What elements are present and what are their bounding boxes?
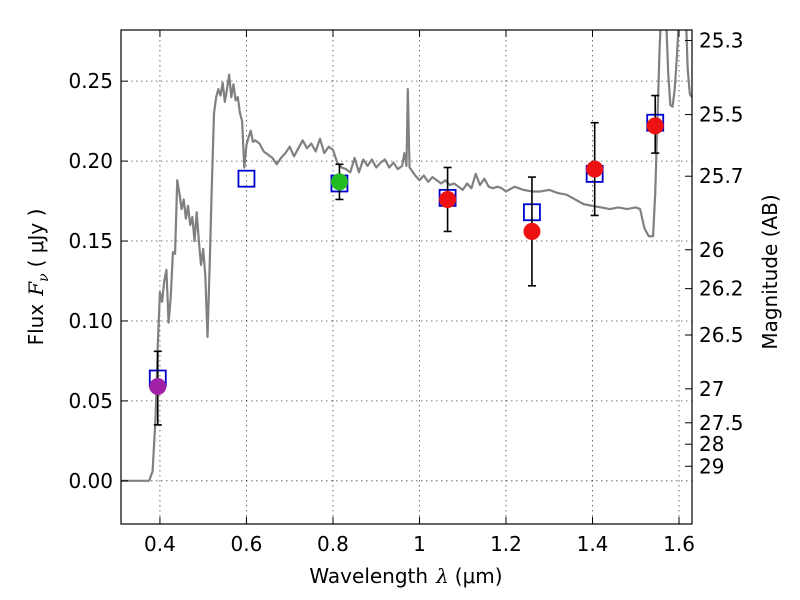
y2-tick-label: 25.5	[699, 103, 744, 127]
x-axis-label: Wavelength λ (μm)	[309, 564, 502, 588]
observed-point	[330, 173, 348, 191]
y2-tick-label: 26	[699, 238, 724, 262]
y2-tick-label: 25.3	[699, 29, 744, 53]
observed-point	[149, 378, 167, 396]
observed-point	[523, 222, 541, 240]
y2-tick-label: 26.2	[699, 277, 744, 301]
x-tick-label: 1	[413, 532, 426, 556]
axis-ticks: 0.4 0.6 0.8 1 1.2 1.4 1.6 0.00 0.05 0.10 0.15 0.20 0…	[68, 29, 743, 556]
x-tick-label: 1.6	[663, 532, 695, 556]
y-axis-label: FluxFν( μJy )	[24, 209, 52, 346]
y2-tick-label: 28	[699, 432, 724, 456]
observed-point	[646, 117, 664, 135]
x-tick-label: 0.8	[317, 532, 349, 556]
x-tick-label: 0.4	[144, 532, 176, 556]
y2-tick-label: 29	[699, 454, 724, 478]
y-tick-label: 0.00	[68, 469, 113, 493]
x-tick-label: 0.6	[231, 532, 263, 556]
y-tick-label: 0.20	[68, 149, 113, 173]
observed-point	[586, 160, 604, 178]
plot-frame	[120, 29, 693, 525]
plot-area	[121, 30, 692, 482]
y2-axis-label: Magnitude (AB)	[758, 194, 782, 349]
observed-point	[439, 190, 457, 208]
y-tick-label: 0.05	[68, 389, 113, 413]
y2-tick-label: 25.7	[699, 164, 744, 188]
model-spectrum-line	[121, 30, 692, 482]
y2-tick-label: 26.5	[699, 323, 744, 347]
x-tick-label: 1.4	[577, 532, 609, 556]
y2-tick-label: 27.5	[699, 411, 744, 435]
x-tick-label: 1.2	[490, 532, 522, 556]
y-tick-label: 0.25	[68, 69, 113, 93]
y-tick-label: 0.10	[68, 309, 113, 333]
y2-tick-label: 27	[699, 377, 724, 401]
y-tick-label: 0.15	[68, 229, 113, 253]
model-band-square	[237, 169, 256, 188]
